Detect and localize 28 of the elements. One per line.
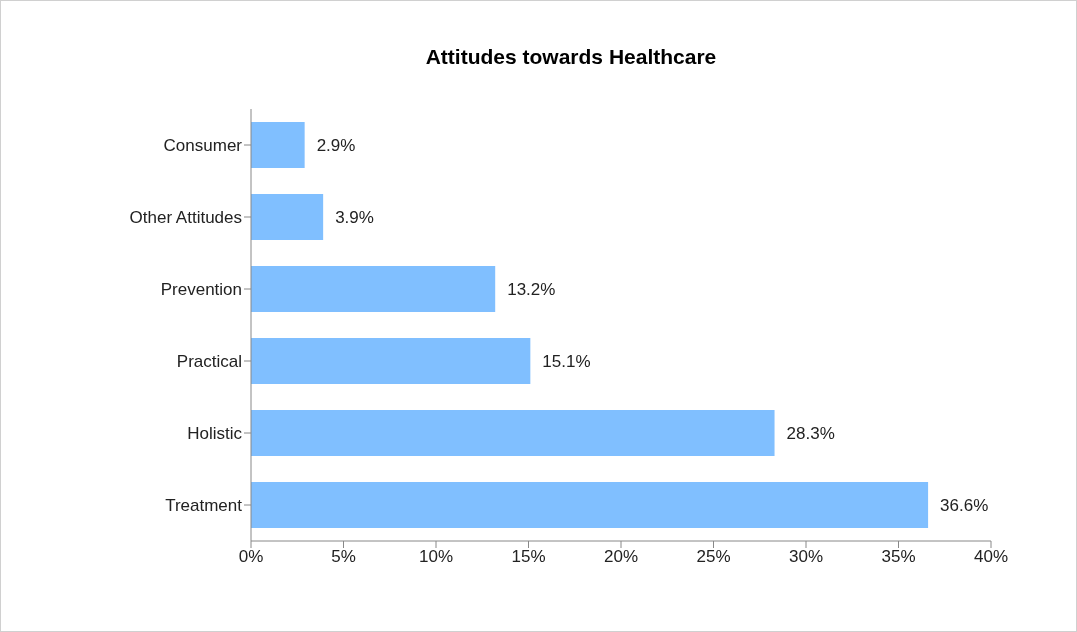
bar [251, 482, 929, 528]
y-tick-label: Practical [176, 352, 242, 372]
bar [251, 338, 531, 384]
x-tick-label: 10% [418, 547, 454, 567]
bar [251, 122, 305, 168]
x-tick-label: 25% [696, 547, 731, 567]
data-label: 13.2% [507, 280, 556, 300]
data-label: 28.3% [786, 424, 835, 444]
y-tick-label: Consumer [163, 136, 243, 156]
y-tick-label: Prevention [160, 280, 242, 300]
bar [251, 266, 496, 312]
x-tick-label: 30% [788, 547, 824, 567]
x-tick-label: 20% [603, 547, 639, 567]
x-tick-label: 0% [238, 547, 264, 567]
x-tick-label: 5% [331, 547, 356, 567]
x-tick-label: 40% [973, 547, 1009, 567]
data-label: 2.9% [316, 136, 356, 156]
data-label: 36.6% [940, 496, 989, 516]
bar [251, 410, 775, 456]
x-tick-label: 15% [511, 547, 546, 567]
x-tick-label: 35% [881, 547, 916, 567]
data-label: 15.1% [542, 352, 591, 372]
chart-title: Attitudes towards Healthcare [424, 45, 718, 69]
y-tick-label: Other Attitudes [129, 208, 242, 228]
data-label: 3.9% [335, 208, 374, 228]
y-tick-label: Treatment [165, 496, 243, 516]
bar [251, 194, 324, 240]
y-tick-label: Holistic [187, 424, 243, 444]
